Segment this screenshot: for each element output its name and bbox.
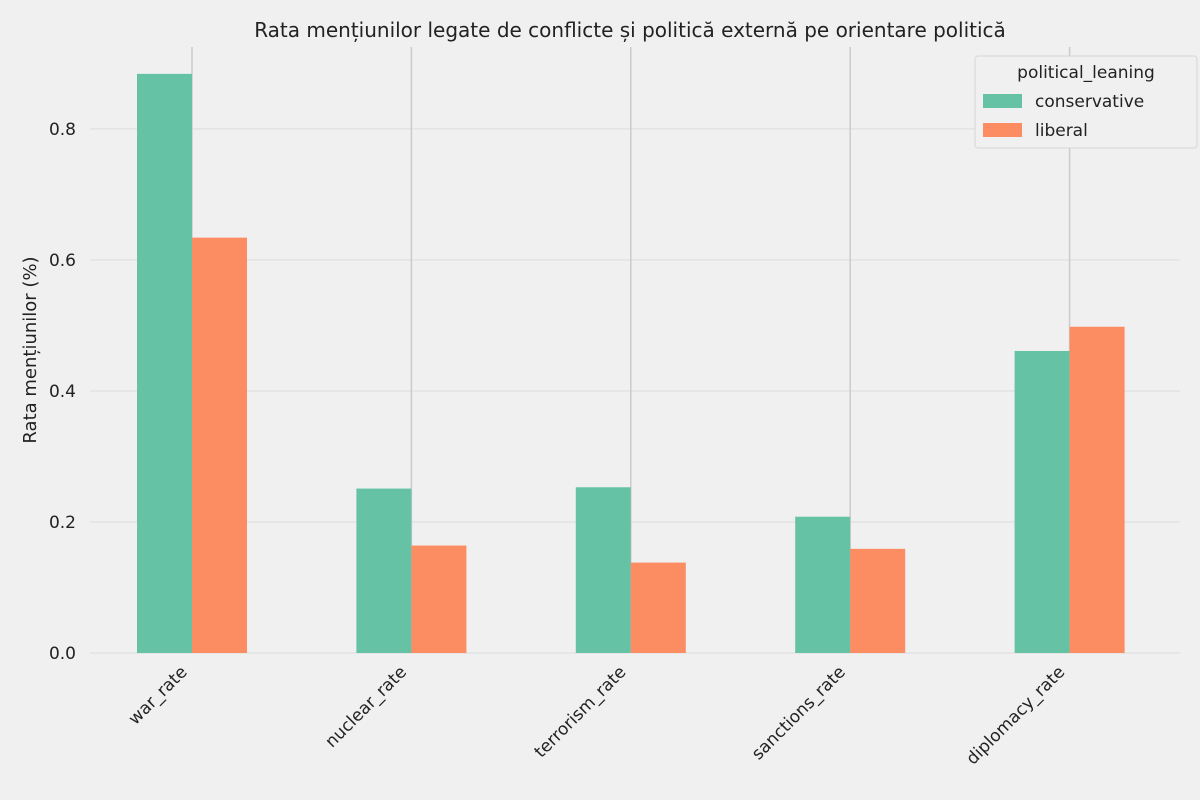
bar-conservative-terrorism_rate <box>575 487 631 653</box>
y-tick-label: 0.2 <box>49 513 76 533</box>
x-tick-label: war_rate <box>125 662 192 729</box>
bar-liberal-war_rate <box>192 237 247 653</box>
x-tick-label: nuclear_rate <box>321 662 410 751</box>
legend-swatch-conservative <box>983 94 1022 108</box>
legend-box <box>974 55 1198 149</box>
x-tick-label: terrorism_rate <box>531 662 631 762</box>
y-axis-label: Rata mențiunilor (%) <box>20 256 41 443</box>
bar-conservative-sanctions_rate <box>795 516 851 653</box>
legend-title: political_leaning <box>1017 63 1155 83</box>
bar-conservative-nuclear_rate <box>356 488 412 653</box>
y-tick-label: 0.0 <box>49 644 76 664</box>
bar-liberal-sanctions_rate <box>850 548 906 653</box>
bar-liberal-terrorism_rate <box>630 562 686 653</box>
legend-label-liberal: liberal <box>1035 121 1088 141</box>
bar-liberal-diplomacy_rate <box>1069 326 1125 653</box>
bar-liberal-nuclear_rate <box>411 545 467 653</box>
y-tick-label: 0.4 <box>49 382 76 402</box>
legend-label-conservative: conservative <box>1035 92 1144 112</box>
legend-swatch-liberal <box>983 123 1022 137</box>
bars <box>137 73 1125 654</box>
legend: political_leaning conservative liberal <box>974 55 1198 149</box>
bar-conservative-war_rate <box>137 73 192 654</box>
bar-conservative-diplomacy_rate <box>1014 350 1070 653</box>
x-tick-label: sanctions_rate <box>748 662 850 764</box>
chart-title: Rata mențiunilor legate de conflicte și … <box>254 18 1006 42</box>
y-tick-label: 0.8 <box>49 120 76 140</box>
x-tick-label: diplomacy_rate <box>962 662 1069 769</box>
y-tick-label: 0.6 <box>49 251 76 271</box>
